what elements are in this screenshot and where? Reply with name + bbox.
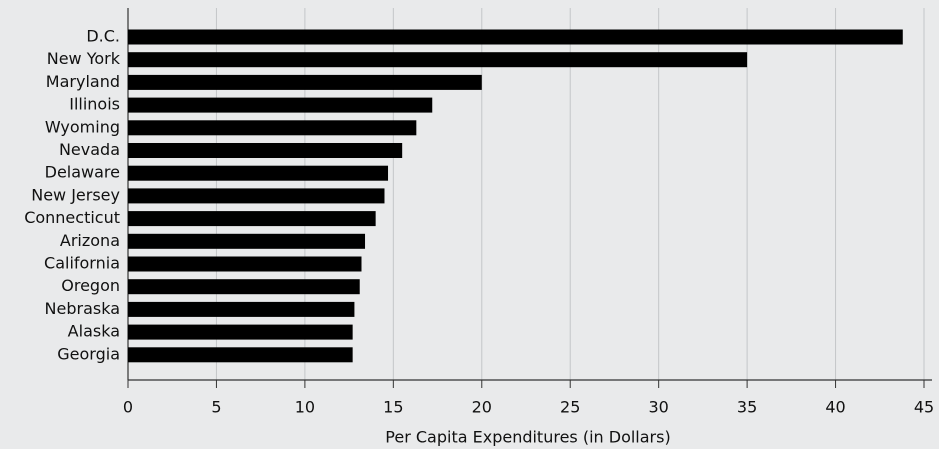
x-axis-label: Per Capita Expenditures (in Dollars) [385, 428, 670, 447]
y-tick-label: Nebraska [45, 299, 120, 318]
y-tick-label: Maryland [46, 72, 120, 91]
y-tick-label: Connecticut [24, 208, 120, 227]
y-tick-label: Georgia [57, 344, 120, 363]
y-tick-label: Delaware [45, 163, 120, 182]
x-tick-label: 30 [648, 398, 668, 417]
y-tick-label: California [44, 254, 120, 273]
bar [128, 120, 417, 136]
y-tick-label: Oregon [61, 276, 120, 295]
x-tick-label: 5 [211, 398, 221, 417]
bar [128, 233, 366, 249]
bar [128, 97, 433, 113]
x-tick-label: 35 [737, 398, 757, 417]
bar [128, 279, 360, 295]
bar [128, 188, 385, 204]
bar [128, 29, 903, 45]
bar [128, 52, 748, 68]
bar [128, 143, 403, 158]
y-tick-label: New York [47, 49, 121, 68]
y-tick-label: Wyoming [45, 117, 120, 136]
y-tick-label: Illinois [69, 95, 120, 114]
y-tick-label: Alaska [68, 322, 120, 341]
bar [128, 301, 355, 317]
bar [128, 165, 389, 181]
x-tick-label: 20 [472, 398, 492, 417]
x-tick-label: 10 [295, 398, 315, 417]
y-tick-label: Arizona [60, 231, 120, 250]
bar [128, 324, 353, 340]
y-tick-label: New Jersey [31, 185, 120, 204]
bar [128, 211, 376, 227]
bar [128, 347, 353, 363]
x-tick-label: 15 [383, 398, 403, 417]
bar [128, 74, 482, 90]
x-tick-label: 45 [914, 398, 934, 417]
x-tick-label: 0 [123, 398, 133, 417]
x-tick-label: 25 [560, 398, 580, 417]
y-tick-label: Nevada [59, 140, 120, 159]
bar [128, 256, 362, 272]
x-tick-label: 40 [825, 398, 845, 417]
y-tick-label: D.C. [86, 27, 120, 46]
